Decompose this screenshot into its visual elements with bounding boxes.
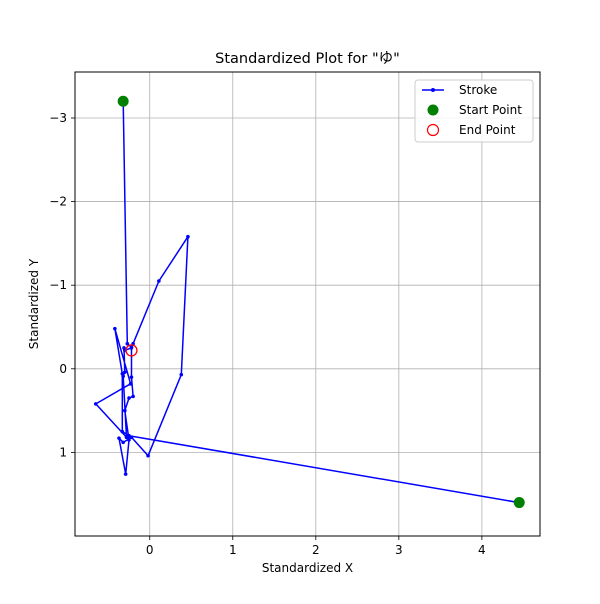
x-axis-label: Standardized X: [262, 561, 353, 575]
y-axis-label: Standardized Y: [27, 258, 41, 349]
y-tick-label: −3: [49, 111, 67, 125]
stroke-point: [157, 279, 161, 283]
stroke-point: [127, 396, 131, 400]
x-tick-label: 3: [395, 543, 403, 557]
x-tick-label: 1: [229, 543, 237, 557]
chart-title: Standardized Plot for "ゆ": [215, 50, 400, 67]
stroke-point: [131, 394, 135, 399]
plot-data: [93, 95, 525, 509]
legend-stroke-label: Stroke: [459, 83, 497, 97]
legend-end-marker: [426, 123, 440, 137]
start-point-marker: [117, 95, 129, 107]
stroke-point: [113, 326, 117, 331]
x-tick-label: 0: [146, 543, 154, 557]
stroke-point: [179, 372, 184, 377]
stroke-point: [123, 408, 127, 413]
legend-start-marker: [427, 104, 439, 116]
stroke-point: [93, 402, 98, 406]
stroke-point: [146, 453, 150, 458]
legend-box: [414, 79, 534, 143]
stroke-point: [128, 382, 133, 386]
y-tick-label: 0: [59, 362, 67, 376]
stroke-point: [120, 372, 125, 376]
x-tick-label: 4: [478, 543, 486, 557]
stroke-point: [120, 429, 125, 434]
stroke-point: [121, 440, 125, 445]
stroke-point: [122, 346, 126, 350]
y-tick-label: 1: [59, 445, 67, 459]
stroke-point: [186, 234, 190, 239]
stroke-point: [123, 472, 128, 476]
legend-start-label: Start Point: [459, 103, 522, 117]
stroke-point: [129, 346, 134, 350]
stroke-point: [125, 341, 130, 346]
stroke-point: [129, 375, 134, 379]
grid: [75, 72, 540, 536]
stroke-point: [127, 433, 131, 438]
ticks: 0 1 2 3 4 −3 −2 −1 0 1: [49, 111, 485, 557]
legend-stroke-marker: [431, 88, 435, 92]
start-point-marker: [513, 497, 525, 509]
y-tick-label: −2: [49, 195, 67, 209]
legend-end-label: End Point: [459, 123, 516, 137]
stroke-point: [117, 436, 121, 440]
x-tick-label: 2: [312, 543, 320, 557]
y-tick-label: −1: [49, 278, 67, 292]
legend: Stroke Start Point End Point: [414, 79, 534, 143]
plot-frame: [74, 71, 541, 537]
stroke-point: [127, 438, 131, 442]
end-point-marker: [125, 344, 138, 357]
